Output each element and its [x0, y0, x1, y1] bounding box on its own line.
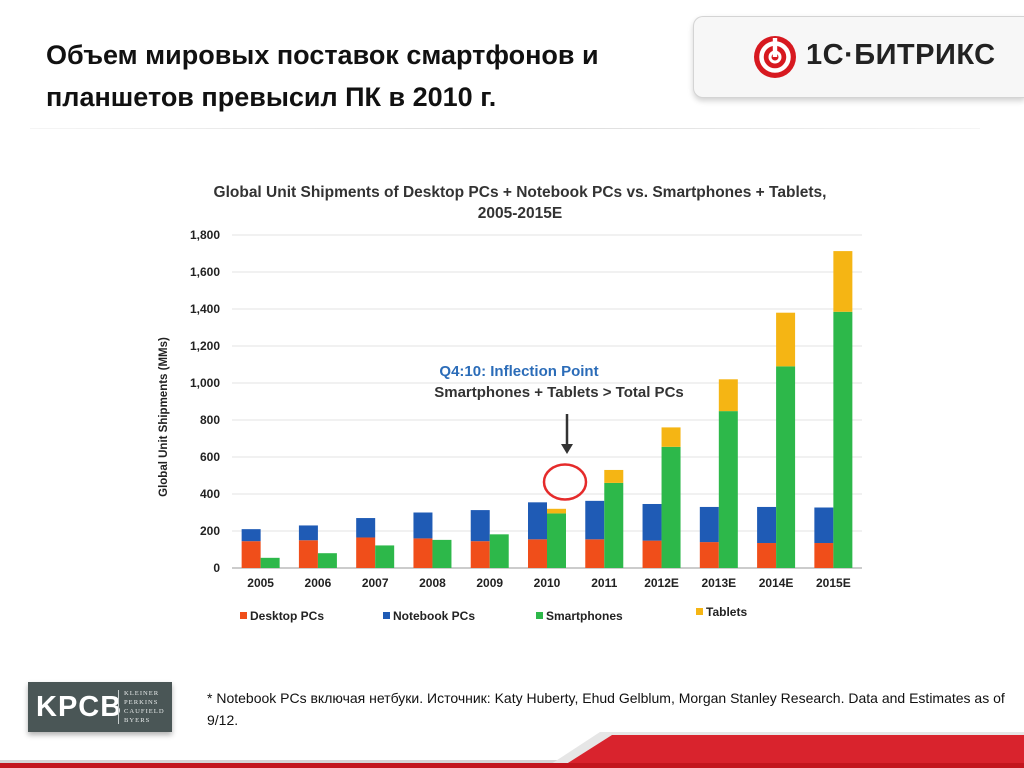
bar-smartphones-2014e: [776, 366, 796, 568]
y-tick-label: 1,600: [190, 265, 220, 279]
legend-label-desktop-pcs: Desktop PCs: [250, 609, 324, 623]
bar-tablets-2015e: [833, 251, 853, 312]
legend-label-notebook-pcs: Notebook PCs: [393, 609, 475, 623]
logo-text: 1С·БИТРИКС: [806, 39, 996, 71]
y-tick-label: 1,000: [190, 376, 220, 390]
y-tick-label: 800: [200, 413, 220, 427]
bottom-decor-bar: [0, 732, 1024, 768]
bar-notebook-pcs-2013e: [699, 506, 719, 543]
bar-desktop-pcs-2010: [528, 539, 547, 568]
kpcb-logo: KPCB KLEINER PERKINS CAUFIELD BYERS: [28, 682, 172, 732]
bar-smartphones-2007: [375, 545, 395, 568]
title-divider: [30, 128, 980, 129]
y-axis-label: Global Unit Shipments (MMs): [158, 337, 170, 497]
bar-notebook-pcs-2010: [528, 502, 547, 540]
bitrix-logo-icon: [754, 36, 796, 78]
x-tick-label: 2007: [362, 576, 389, 590]
bar-desktop-pcs-2012e: [642, 540, 662, 568]
bar-desktop-pcs-2007: [356, 537, 376, 568]
y-tick-label: 400: [200, 487, 220, 501]
source-footnote: * Notebook PCs включая нетбуки. Источник…: [207, 690, 1005, 728]
annotation-title: Q4:10: Inflection Point: [439, 363, 598, 380]
legend: Desktop PCs Notebook PCs Smartphones Tablet…: [240, 605, 747, 623]
bar-tablets-2010: [547, 508, 566, 514]
x-tick-label: 2005: [247, 576, 274, 590]
legend-swatch-tablets: [696, 608, 703, 615]
bar-notebook-pcs-2009: [470, 510, 490, 542]
bar-tablets-2013e: [718, 379, 738, 412]
bar-notebook-pcs-2008: [413, 512, 433, 539]
x-tick-label: 2012E: [644, 576, 679, 590]
y-axis-ticks: 0 200 400 600 800 1,000 1,200 1,400 1,600 1,800: [190, 228, 220, 575]
bar-desktop-pcs-2013e: [699, 542, 719, 568]
bar-smartphones-2013e: [718, 411, 738, 568]
bar-notebook-pcs-2007: [356, 518, 376, 538]
y-tick-label: 0: [213, 561, 220, 575]
bar-smartphones-2009: [489, 534, 509, 568]
slide-title-line-1: Объем мировых поставок смартфонов и: [46, 40, 599, 70]
kpcb-partner-1: KLEINER: [124, 690, 160, 697]
y-tick-label: 1,200: [190, 339, 220, 353]
x-tick-label: 2011: [591, 576, 617, 590]
bar-tablets-2012e: [661, 427, 681, 447]
bar-smartphones-2010: [547, 513, 566, 568]
kpcb-logo-text: KPCB: [36, 691, 123, 723]
bar-desktop-pcs-2006: [298, 540, 318, 568]
bar-smartphones-2012e: [661, 446, 681, 568]
bar-desktop-pcs-2011: [585, 539, 605, 568]
bar-smartphones-2006: [317, 553, 337, 568]
x-tick-label: 2010: [534, 576, 561, 590]
kpcb-separator: [118, 690, 119, 724]
slide-title: Объем мировых поставок смартфонов и план…: [46, 34, 686, 118]
bar-smartphones-2008: [432, 539, 452, 568]
bar-desktop-pcs-2014e: [757, 543, 777, 568]
bar-desktop-pcs-2009: [470, 541, 490, 568]
legend-label-tablets: Tablets: [706, 605, 747, 619]
kpcb-partner-3: CAUFIELD: [124, 708, 165, 715]
x-tick-label: 2014E: [759, 576, 794, 590]
bar-desktop-pcs-2008: [413, 538, 433, 568]
x-tick-label: 2006: [305, 576, 332, 590]
chart-title: Global Unit Shipments of Desktop PCs + N…: [214, 184, 827, 201]
bar-smartphones-2015e: [833, 311, 853, 568]
slide-title-line-2: планшетов превысил ПК в 2010 г.: [46, 82, 497, 112]
bar-desktop-pcs-2005: [241, 541, 261, 568]
x-tick-label: 2013E: [701, 576, 736, 590]
y-tick-label: 200: [200, 524, 220, 538]
bar-notebook-pcs-2012e: [642, 503, 662, 541]
legend-label-smartphones: Smartphones: [546, 609, 623, 623]
annotation-subtitle: Smartphones + Tablets > Total PCs: [434, 384, 684, 401]
kpcb-partner-4: BYERS: [124, 717, 151, 724]
bar-smartphones-2005: [260, 557, 280, 568]
bar-desktop-pcs-2015e: [814, 543, 834, 568]
chart-subtitle: 2005-2015E: [478, 205, 562, 222]
gridlines: [232, 234, 862, 569]
y-tick-label: 600: [200, 450, 220, 464]
bar-notebook-pcs-2005: [241, 529, 261, 542]
bitrix-logo: 1С·БИТРИКС: [693, 16, 1024, 98]
bar-notebook-pcs-2006: [298, 525, 318, 541]
bar-notebook-pcs-2014e: [757, 506, 777, 544]
bars: [241, 251, 853, 568]
x-tick-label: 2015E: [816, 576, 851, 590]
kpcb-partners: KLEINER PERKINS CAUFIELD BYERS: [124, 689, 165, 725]
shipments-chart: Global Unit Shipments of Desktop PCs + N…: [158, 184, 862, 623]
legend-swatch-desktop-pcs: [240, 612, 247, 619]
legend-swatch-notebook-pcs: [383, 612, 390, 619]
x-tick-label: 2008: [419, 576, 446, 590]
inflection-circle: [542, 463, 588, 501]
kpcb-partner-2: PERKINS: [124, 699, 159, 706]
y-tick-label: 1,400: [190, 302, 220, 316]
bar-smartphones-2011: [604, 482, 624, 568]
annotation-arrow: [561, 414, 573, 454]
bar-tablets-2011: [604, 469, 624, 483]
x-tick-label: 2009: [476, 576, 503, 590]
y-tick-label: 1,800: [190, 228, 220, 242]
bar-notebook-pcs-2011: [585, 500, 605, 540]
legend-swatch-smartphones: [536, 612, 543, 619]
x-axis-ticks: 2005 2006 2007 2008 2009 2010 2011 2012E 2013E 20…: [247, 576, 850, 590]
bar-tablets-2014e: [776, 312, 796, 367]
bar-notebook-pcs-2015e: [814, 507, 834, 544]
